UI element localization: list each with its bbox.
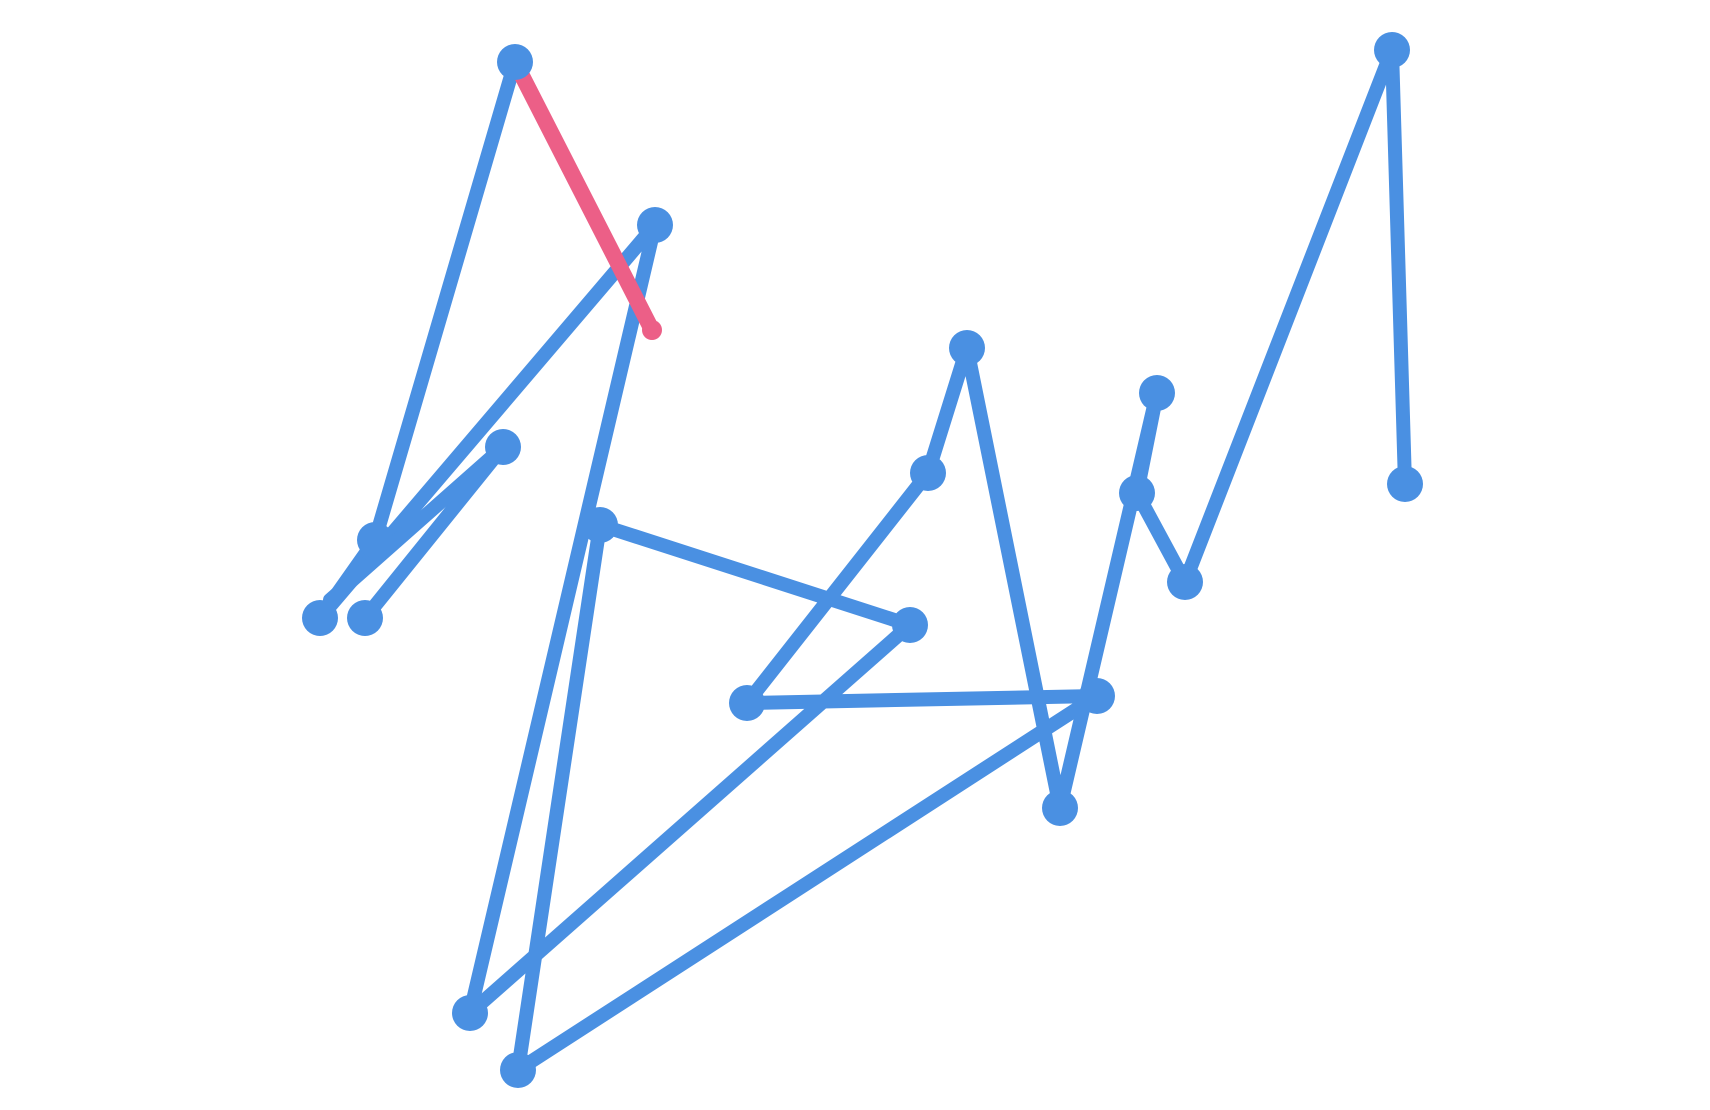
path-node[interactable] xyxy=(497,44,533,80)
path-node[interactable] xyxy=(500,1052,536,1088)
path-node[interactable] xyxy=(1374,32,1410,68)
path-node[interactable] xyxy=(357,522,393,558)
path-node[interactable] xyxy=(485,429,521,465)
path-node[interactable] xyxy=(582,507,618,543)
path-segment xyxy=(511,689,1104,1077)
highlighted-segment xyxy=(507,54,660,338)
path-node[interactable] xyxy=(1119,475,1155,511)
path-node[interactable] xyxy=(910,455,946,491)
path-segment xyxy=(511,518,607,1077)
path-node[interactable] xyxy=(637,207,673,243)
path-node[interactable] xyxy=(729,685,765,721)
highlight-endpoint[interactable] xyxy=(642,320,662,340)
path-node[interactable] xyxy=(892,607,928,643)
path-segment xyxy=(740,466,935,710)
path-node[interactable] xyxy=(1079,678,1115,714)
path-node[interactable] xyxy=(1139,375,1175,411)
path-node[interactable] xyxy=(1042,790,1078,826)
path-segment xyxy=(921,341,974,480)
path-segment xyxy=(323,440,510,607)
path-node[interactable] xyxy=(1387,466,1423,502)
path-segment xyxy=(1385,43,1412,491)
path-segment xyxy=(1178,43,1399,589)
path-node[interactable] xyxy=(302,600,338,636)
path-segment xyxy=(368,55,522,547)
path-segment xyxy=(593,518,917,632)
path-segment xyxy=(960,341,1067,815)
path-segment xyxy=(463,218,662,1020)
path-node[interactable] xyxy=(949,330,985,366)
path-node[interactable] xyxy=(1167,564,1203,600)
path-node[interactable] xyxy=(452,995,488,1031)
path-node[interactable] xyxy=(347,600,383,636)
